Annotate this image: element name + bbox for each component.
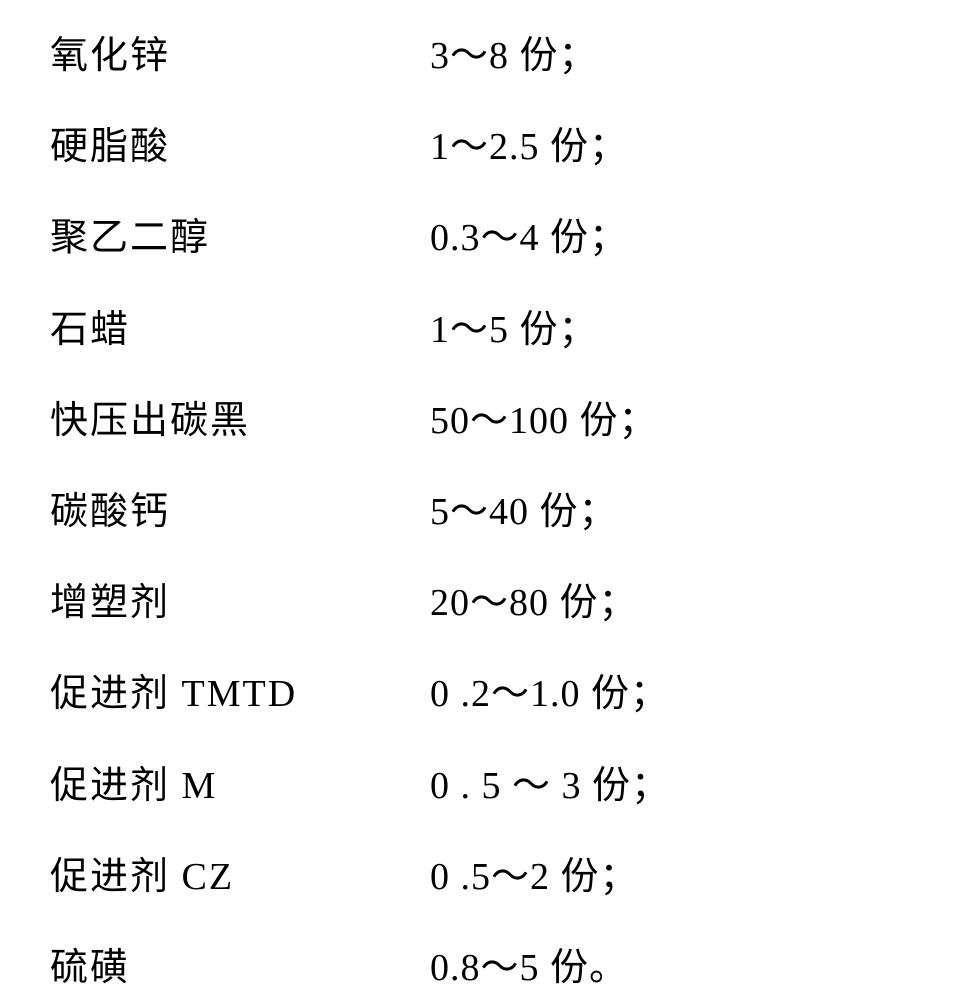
- ingredient-label: 石蜡: [50, 304, 430, 357]
- ingredient-row: 促进剂 TMTD 0 .2～1.0 份；: [50, 668, 918, 721]
- ingredient-value: 1～5 份；: [430, 304, 598, 357]
- ingredient-row: 氧化锌 3～8 份；: [50, 30, 918, 83]
- ingredient-row: 石蜡 1～5 份；: [50, 304, 918, 357]
- ingredient-value: 0 . 5 ～ 3 份；: [430, 760, 670, 813]
- ingredient-row: 促进剂 CZ 0 .5～2 份；: [50, 851, 918, 904]
- ingredient-value: 1～2.5 份；: [430, 121, 628, 174]
- ingredient-label: 聚乙二醇: [50, 212, 430, 265]
- ingredient-row: 增塑剂 20～80 份；: [50, 577, 918, 630]
- ingredient-label: 增塑剂: [50, 577, 430, 630]
- ingredient-label: 氧化锌: [50, 30, 430, 83]
- ingredient-label: 硬脂酸: [50, 121, 430, 174]
- ingredient-row: 聚乙二醇 0.3～4 份；: [50, 212, 918, 265]
- ingredient-value: 0 .5～2 份；: [430, 851, 639, 904]
- ingredient-row: 促进剂 M 0 . 5 ～ 3 份；: [50, 760, 918, 813]
- ingredient-label: 促进剂 CZ: [50, 851, 430, 904]
- ingredient-label: 促进剂 TMTD: [50, 668, 430, 721]
- ingredient-value: 0.3～4 份；: [430, 212, 628, 265]
- ingredient-value: 0.8～5 份。: [430, 942, 628, 995]
- ingredient-value: 50～100 份；: [430, 395, 658, 448]
- ingredient-row: 快压出碳黑 50～100 份；: [50, 395, 918, 448]
- ingredient-value: 20～80 份；: [430, 577, 638, 630]
- ingredient-value: 0 .2～1.0 份；: [430, 668, 669, 721]
- ingredient-value: 5～40 份；: [430, 486, 618, 539]
- ingredient-list: 氧化锌 3～8 份； 硬脂酸 1～2.5 份； 聚乙二醇 0.3～4 份； 石蜡…: [50, 30, 918, 995]
- ingredient-row: 硬脂酸 1～2.5 份；: [50, 121, 918, 174]
- ingredient-label: 促进剂 M: [50, 760, 430, 813]
- ingredient-label: 快压出碳黑: [50, 395, 430, 448]
- ingredient-label: 硫磺: [50, 942, 430, 995]
- ingredient-row: 硫磺 0.8～5 份。: [50, 942, 918, 995]
- ingredient-value: 3～8 份；: [430, 30, 598, 83]
- ingredient-row: 碳酸钙 5～40 份；: [50, 486, 918, 539]
- ingredient-label: 碳酸钙: [50, 486, 430, 539]
